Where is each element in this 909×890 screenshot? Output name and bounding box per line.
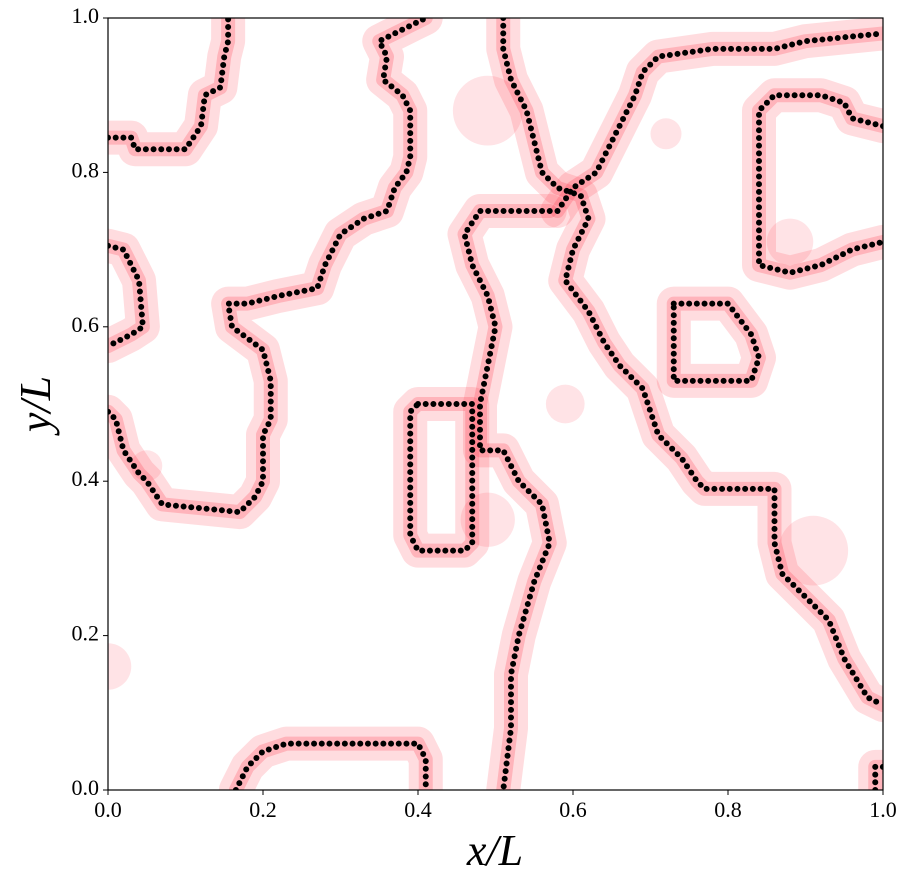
x-tick-label: 1.0 bbox=[869, 797, 897, 822]
point-chain bbox=[108, 242, 146, 350]
y-tick-label: 0.8 bbox=[72, 157, 100, 182]
halo bbox=[108, 18, 246, 167]
halo-circle bbox=[766, 218, 814, 266]
point-chain bbox=[554, 30, 883, 214]
halo-circle bbox=[650, 118, 682, 150]
point-chain bbox=[756, 92, 883, 276]
x-tick-label: 0.2 bbox=[249, 797, 277, 822]
halo-circle bbox=[108, 643, 132, 690]
point-chain bbox=[872, 763, 883, 790]
point-chain bbox=[108, 18, 429, 516]
point-chain bbox=[108, 18, 232, 153]
y-tick-label: 0.0 bbox=[72, 775, 100, 800]
y-tick-label: 0.6 bbox=[72, 312, 100, 337]
halo bbox=[486, 18, 883, 723]
axes-frame bbox=[107, 17, 884, 791]
halo-circle bbox=[452, 75, 523, 146]
y-tick-label: 0.4 bbox=[72, 466, 100, 491]
halo-core bbox=[868, 759, 883, 790]
y-tick-label: 0.2 bbox=[72, 621, 100, 646]
x-tick-label: 0.8 bbox=[714, 797, 742, 822]
x-axis-label: x/L bbox=[466, 826, 523, 875]
halo-circle bbox=[778, 515, 849, 586]
halo bbox=[656, 286, 776, 398]
point-chain bbox=[407, 401, 476, 554]
y-axis-label: y/L bbox=[11, 376, 60, 436]
point-chain bbox=[500, 18, 883, 709]
x-tick-label: 0.0 bbox=[94, 797, 122, 822]
point-chain bbox=[461, 208, 553, 790]
y-tick-label: 1.0 bbox=[72, 3, 100, 28]
halo bbox=[393, 387, 490, 568]
point-chain bbox=[232, 740, 429, 790]
x-tick-label: 0.4 bbox=[404, 797, 432, 822]
x-tick-label: 0.6 bbox=[559, 797, 587, 822]
point-chain bbox=[670, 300, 762, 384]
halo bbox=[540, 18, 883, 228]
halo-circle bbox=[545, 384, 585, 424]
plot-area bbox=[108, 18, 883, 790]
